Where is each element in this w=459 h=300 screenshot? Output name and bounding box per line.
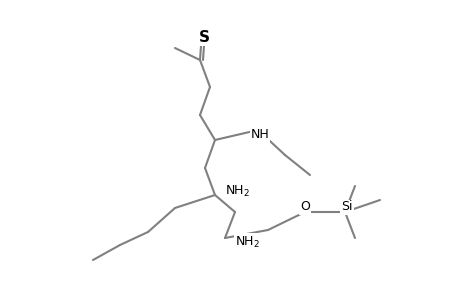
Text: Si: Si <box>341 200 352 214</box>
Text: NH: NH <box>250 128 269 142</box>
Text: NH$_2$: NH$_2$ <box>224 183 249 199</box>
Text: O: O <box>299 200 309 214</box>
Text: NH$_2$: NH$_2$ <box>234 235 259 250</box>
Text: S: S <box>198 29 209 44</box>
